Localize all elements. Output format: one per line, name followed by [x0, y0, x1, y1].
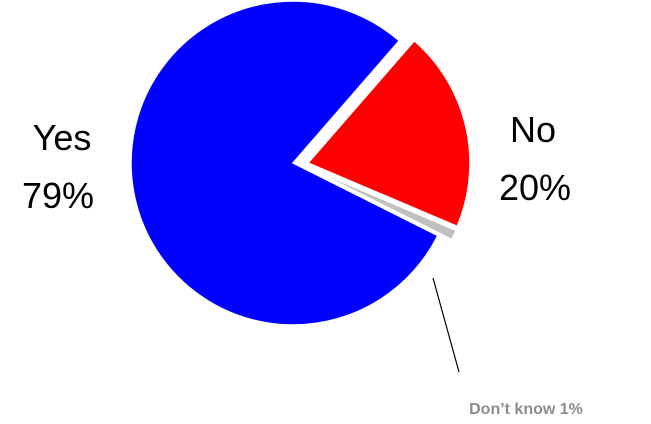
no-label-value: 20% — [499, 167, 571, 208]
pie-slice-no — [307, 39, 471, 228]
yes-label-name: Yes — [33, 117, 92, 158]
dont-know-label: Don’t know 1% — [469, 401, 583, 418]
no-label-name: No — [510, 109, 556, 150]
dont-know-leader-line — [432, 277, 460, 373]
pie-slice-yes — [130, 0, 439, 326]
pie-slice-dont-know — [306, 166, 457, 241]
yes-label-value: 79% — [22, 175, 94, 216]
pie-slices — [130, 0, 471, 326]
